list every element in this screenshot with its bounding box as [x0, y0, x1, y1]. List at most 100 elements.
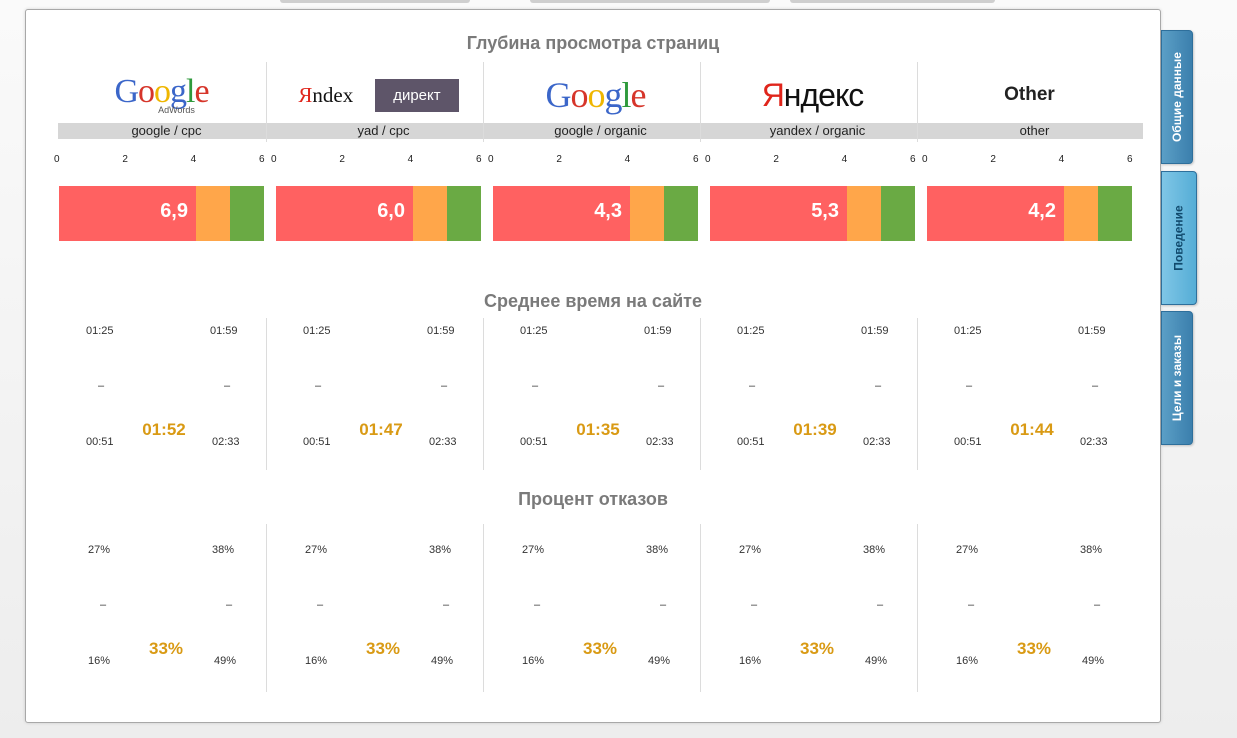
- scale-label: 4: [1058, 154, 1065, 165]
- source-logo-0: Google AdWords: [59, 65, 264, 125]
- scale-label: 6: [476, 154, 482, 165]
- scale-label: 6: [693, 154, 699, 165]
- column-divider-bounce: [483, 524, 484, 692]
- time-gauge-label-br: 02:33: [863, 436, 891, 448]
- google-logo-text: Google: [114, 73, 209, 110]
- google-adwords-logo: Google AdWords: [114, 73, 209, 115]
- scale-label: 2: [339, 154, 345, 165]
- column-divider-bounce: [700, 524, 701, 692]
- bounce-gauge-label-ml: –: [100, 599, 107, 611]
- scale-label: 2: [773, 154, 779, 165]
- time-gauge-label-mr: –: [441, 380, 448, 392]
- tab-behavior[interactable]: Поведение: [1161, 171, 1197, 305]
- scale-label: 2: [990, 154, 996, 165]
- bounce-gauge-label-mr: –: [877, 599, 884, 611]
- bounce-gauge-label-tl: 27%: [739, 544, 762, 556]
- bar-orange: [1064, 186, 1098, 241]
- bounce-gauge-value: 33%: [582, 639, 618, 658]
- scale-label: 6: [1127, 154, 1133, 165]
- bounce-gauge-label-br: 49%: [431, 655, 454, 667]
- source-logo-2: Google: [493, 65, 698, 125]
- bar-green: [447, 186, 481, 241]
- time-gauge-label-tl: 01:25: [737, 325, 765, 337]
- bar-orange: [847, 186, 881, 241]
- scale-label: 6: [910, 154, 916, 165]
- time-gauge-label-tr: 01:59: [427, 325, 455, 337]
- bounce-gauge-label-tr: 38%: [863, 544, 886, 556]
- scale-label: 6: [259, 154, 265, 165]
- bounce-gauge-label-bl: 16%: [522, 655, 545, 667]
- depth-bar: 6,9: [59, 186, 264, 241]
- bounce-gauge-label-ml: –: [317, 599, 324, 611]
- bounce-gauge-label-br: 49%: [1082, 655, 1105, 667]
- column-divider-bounce: [917, 524, 918, 692]
- yandex-logo: Яндекс: [761, 76, 865, 113]
- tab-goals-orders[interactable]: Цели и заказы: [1161, 311, 1193, 445]
- time-gauge-label-tl: 01:25: [520, 325, 548, 337]
- bounce-gauge-label-br: 49%: [865, 655, 888, 667]
- tab-general-data-label: Общие данные: [1170, 52, 1184, 142]
- top-tab-edge-right: [790, 0, 995, 3]
- google-logo: Google: [545, 75, 647, 115]
- time-gauge-label-bl: 00:51: [520, 436, 548, 448]
- bounce-gauge-label-br: 49%: [648, 655, 671, 667]
- time-gauge-label-bl: 00:51: [86, 436, 114, 448]
- depth-value: 4,2: [1028, 200, 1056, 222]
- scale-label: 4: [624, 154, 631, 165]
- column-divider-time: [700, 318, 701, 470]
- scale-label: 0: [922, 154, 928, 165]
- time-gauge-label-mr: –: [875, 380, 882, 392]
- source-logo-3: Яндекс: [710, 65, 915, 125]
- source-label: google / organic: [492, 123, 709, 139]
- time-gauge-value: 01:47: [359, 420, 403, 439]
- bounce-gauge-label-tr: 38%: [646, 544, 669, 556]
- time-gauge-label-tr: 01:59: [644, 325, 672, 337]
- depth-value: 4,3: [594, 200, 622, 222]
- time-gauge-label-ml: –: [966, 380, 973, 392]
- bounce-gauge-label-bl: 16%: [739, 655, 762, 667]
- bar-red: [710, 186, 847, 241]
- time-gauge-label-br: 02:33: [646, 436, 674, 448]
- time-gauge-label-ml: –: [532, 380, 539, 392]
- bar-green: [664, 186, 698, 241]
- bar-green: [881, 186, 915, 241]
- bar-green: [1098, 186, 1132, 241]
- scale-label: 2: [556, 154, 562, 165]
- adwords-logo-text: AdWords: [158, 105, 195, 115]
- bar-orange: [413, 186, 447, 241]
- time-gauge-label-ml: –: [315, 380, 322, 392]
- source-label: yandex / organic: [709, 123, 926, 139]
- column-divider-time: [483, 318, 484, 470]
- source-label: other: [926, 123, 1143, 139]
- bounce-gauge-label-bl: 16%: [956, 655, 979, 667]
- scale-label: 0: [705, 154, 711, 165]
- bounce-title: Процент отказов: [518, 489, 668, 509]
- time-gauge-value: 01:35: [576, 420, 620, 439]
- scale-label: 0: [488, 154, 494, 165]
- bar-red: [59, 186, 196, 241]
- bar-orange: [196, 186, 230, 241]
- top-tab-edge-mid: [530, 0, 770, 3]
- tab-general-data[interactable]: Общие данные: [1161, 30, 1193, 164]
- time-gauge-label-tl: 01:25: [86, 325, 114, 337]
- time-title: Среднее время на сайте: [484, 291, 702, 311]
- bounce-gauge-value: 33%: [799, 639, 835, 658]
- yandex-direct-logo: Яndex директ: [298, 78, 459, 112]
- time-gauge-label-ml: –: [749, 380, 756, 392]
- bounce-gauge-label-tl: 27%: [305, 544, 328, 556]
- bar-orange: [630, 186, 664, 241]
- dashboard-panel: Глубина просмотра страниц Среднее время …: [25, 9, 1161, 723]
- time-gauge-label-ml: –: [98, 380, 105, 392]
- time-gauge-label-tr: 01:59: [210, 325, 238, 337]
- column-divider-top: [700, 62, 701, 142]
- bar-red: [276, 186, 413, 241]
- tab-goals-orders-label: Цели и заказы: [1170, 334, 1184, 422]
- bar-green: [230, 186, 264, 241]
- bounce-gauge-label-tr: 38%: [212, 544, 235, 556]
- top-tab-edge-left: [280, 0, 470, 3]
- depth-value: 5,3: [811, 200, 839, 222]
- bounce-gauge-label-tr: 38%: [1080, 544, 1103, 556]
- bounce-gauge-label-tl: 27%: [522, 544, 545, 556]
- source-logo-1: Яndex директ: [276, 65, 481, 125]
- scale-label: 2: [122, 154, 128, 165]
